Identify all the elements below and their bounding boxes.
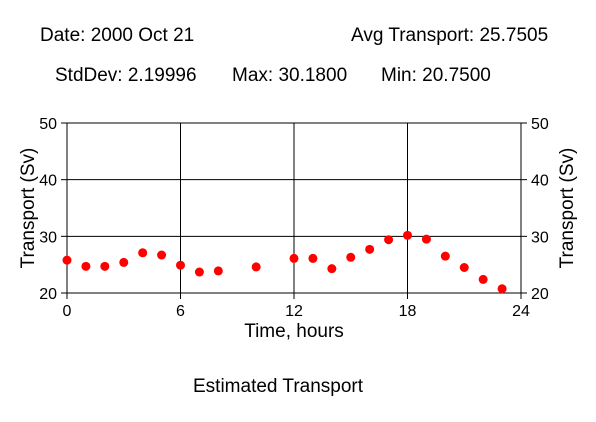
x-tick-label: 12 <box>285 303 303 320</box>
date-label: Date: 2000 Oct 21 <box>40 25 195 46</box>
data-points <box>62 230 507 294</box>
y-tick-label-right: 20 <box>531 286 549 303</box>
min-label: Min: 20.7500 <box>381 65 491 86</box>
x-tick-label: 0 <box>63 303 72 320</box>
x-tick-label: 18 <box>399 303 417 320</box>
y-tick-label-left: 20 <box>39 286 57 303</box>
data-point <box>251 262 261 272</box>
data-point <box>327 264 337 274</box>
data-point <box>194 267 204 277</box>
y-axis-label-right: Transport (Sv) <box>557 148 578 269</box>
data-point <box>346 252 356 262</box>
chart-caption: Estimated Transport <box>193 376 364 397</box>
y-tick-label-left: 40 <box>39 173 57 190</box>
y-tick-label-right: 40 <box>531 173 549 190</box>
y-axis-label-left: Transport (Sv) <box>18 148 39 269</box>
x-tick-label: 24 <box>512 303 530 320</box>
data-point <box>384 235 394 245</box>
avg-transport-label: Avg Transport: 25.7505 <box>351 25 549 46</box>
data-point <box>100 261 110 271</box>
data-point <box>421 234 431 244</box>
stddev-label: StdDev: 2.19996 <box>55 65 197 86</box>
data-point <box>157 250 167 260</box>
data-point <box>459 263 469 272</box>
max-label: Max: 30.1800 <box>232 65 348 86</box>
data-point <box>119 257 129 267</box>
data-point <box>176 260 185 270</box>
y-tick-label-right: 30 <box>531 229 549 246</box>
data-point <box>308 253 318 263</box>
data-point <box>289 253 299 263</box>
data-point <box>213 266 223 276</box>
y-tick-label-right: 50 <box>531 116 549 133</box>
data-point <box>138 248 148 258</box>
data-point <box>365 244 375 254</box>
data-point <box>403 230 412 240</box>
y-tick-label-left: 50 <box>39 116 57 133</box>
chart-grid <box>67 123 521 293</box>
x-axis-label: Time, hours <box>244 321 344 342</box>
data-point <box>497 284 507 294</box>
data-point <box>81 261 91 271</box>
y-tick-label-left: 30 <box>39 229 57 246</box>
data-point <box>478 274 488 284</box>
data-point <box>62 255 72 265</box>
data-point <box>440 251 450 261</box>
x-tick-label: 6 <box>176 303 185 320</box>
